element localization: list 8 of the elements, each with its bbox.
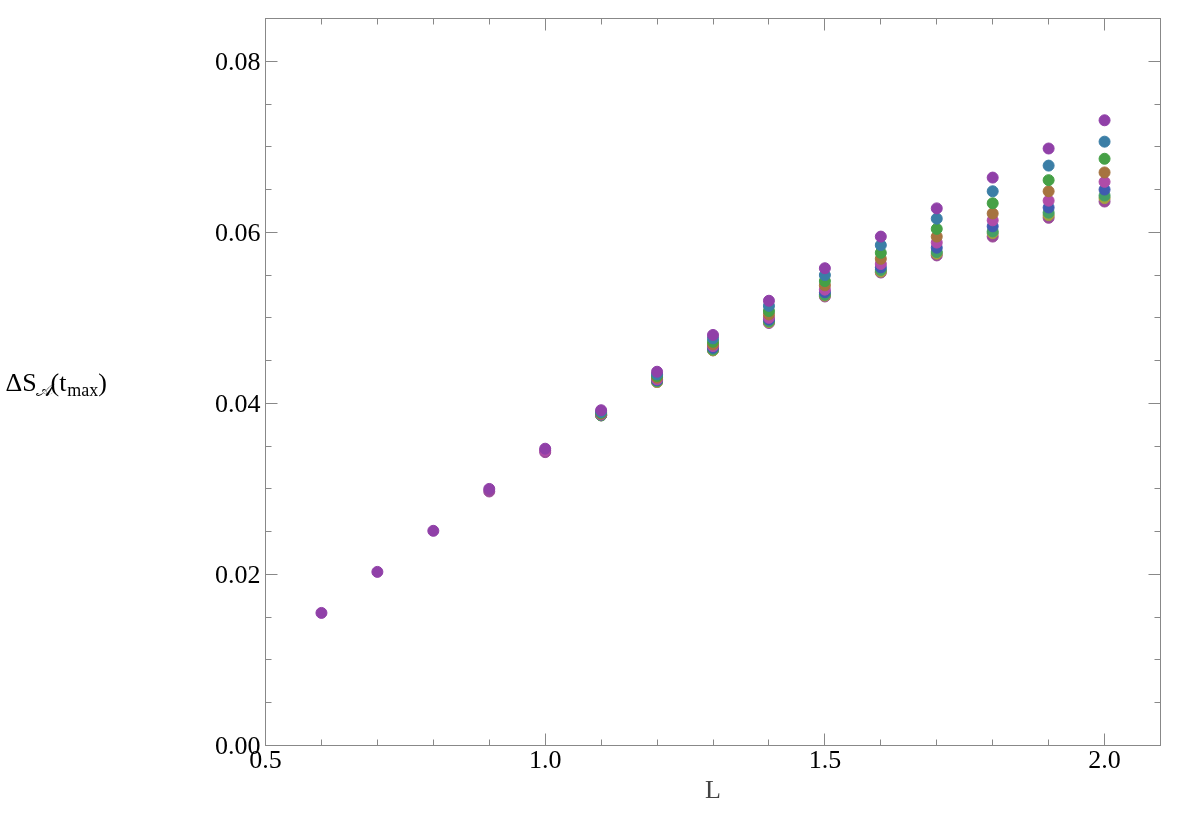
y-tick-label: 0.08 — [215, 46, 261, 76]
x-tick-label: 1.0 — [528, 744, 562, 774]
y-tick-label: 0.06 — [215, 217, 261, 247]
x-tick-label: 2.0 — [1088, 744, 1121, 774]
y-tick-label: 0.02 — [215, 559, 261, 589]
x-tick-label: 1.5 — [808, 744, 842, 774]
y-tick-label: 0.04 — [215, 388, 261, 418]
x-axis-title: L — [705, 774, 721, 804]
